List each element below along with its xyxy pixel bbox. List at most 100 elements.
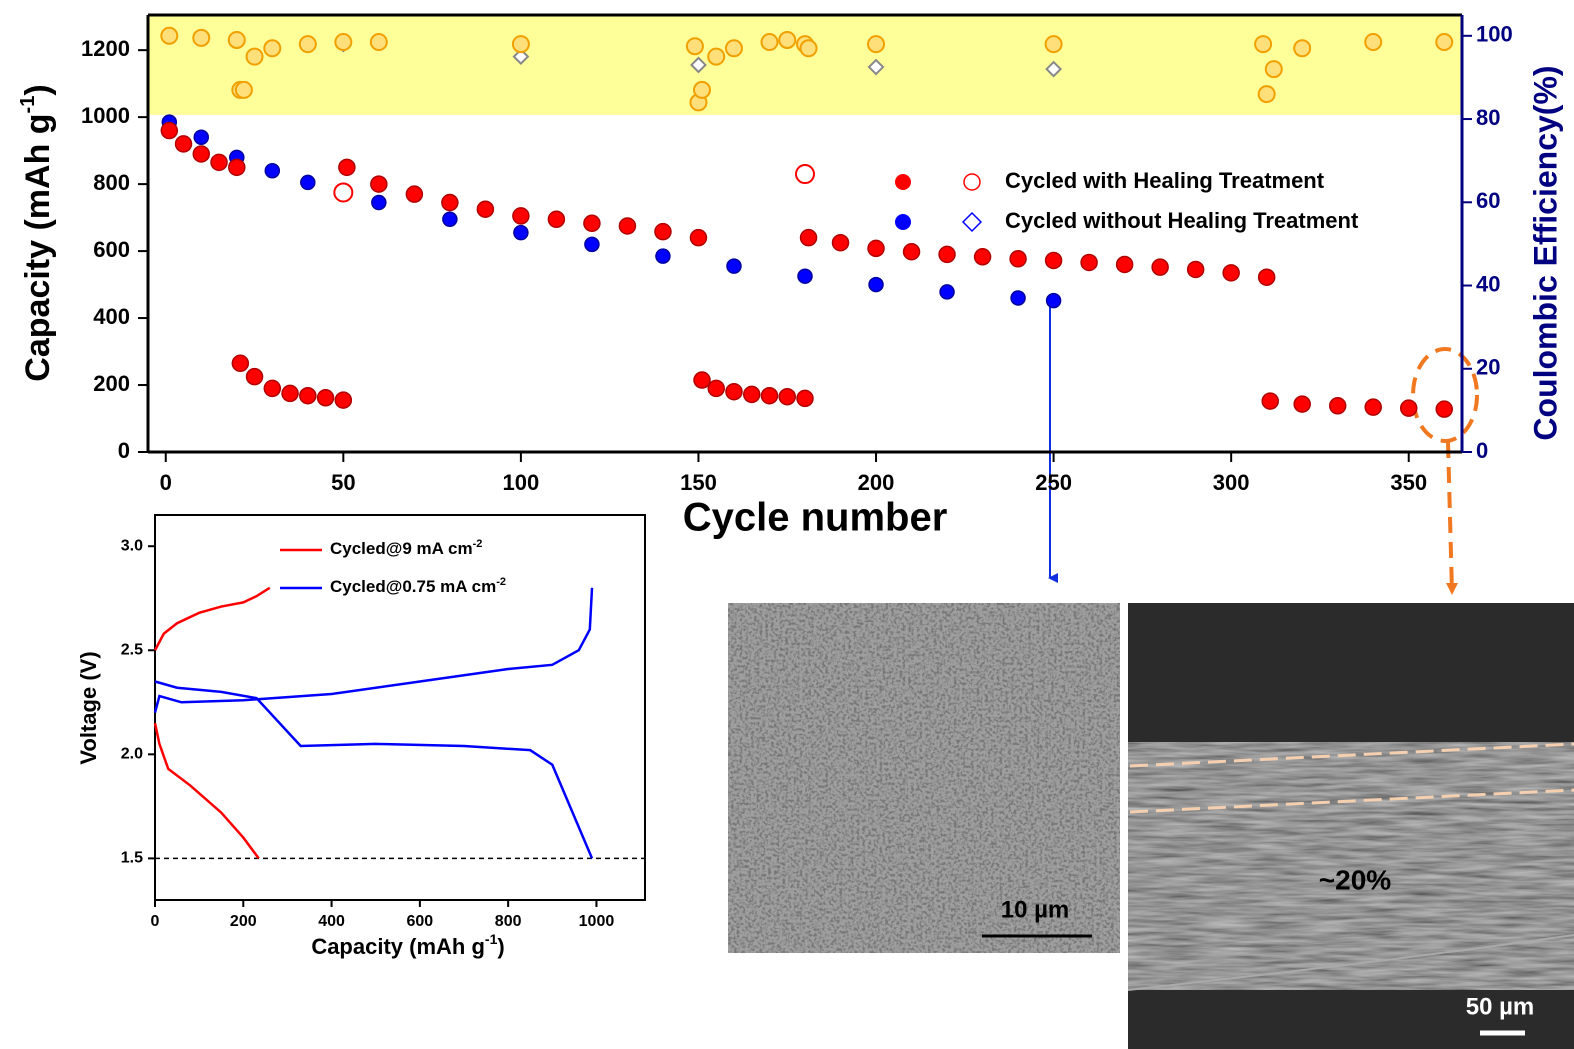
y-tick-label: 600 <box>93 237 130 262</box>
label-sup: -1 <box>17 96 39 114</box>
y-axis-title: Capacity (mAh g-1) <box>17 84 57 381</box>
ce-marker <box>1294 40 1310 56</box>
ce-marker <box>708 49 724 65</box>
capacity-marker <box>335 392 351 408</box>
open-marker <box>796 165 814 183</box>
y2-tick-label: 40 <box>1476 271 1500 296</box>
plot-frame <box>155 515 645 900</box>
ce-marker <box>779 32 795 48</box>
legend-marker <box>964 174 980 190</box>
inset-chart: 020040060080010001.52.02.53.0Cycled@9 mA… <box>121 515 645 930</box>
y-tick-label: 400 <box>93 304 130 329</box>
y-tick-label: 3.0 <box>121 537 143 554</box>
capacity-marker <box>727 259 741 273</box>
legend-label: Cycled@0.75 mA cm-2 <box>330 576 506 597</box>
capacity-marker <box>300 388 316 404</box>
capacity-marker <box>406 186 422 202</box>
y2-tick-label: 60 <box>1476 188 1500 213</box>
y2-tick-label: 80 <box>1476 105 1500 130</box>
capacity-marker <box>442 195 458 211</box>
y2-tick-label: 0 <box>1476 438 1488 463</box>
ce-marker <box>264 40 280 56</box>
annotation: ~20% <box>1319 864 1391 895</box>
figure: 10 µm ~20% 50 µm Capacity (mAh g-1) Coul… <box>0 0 1574 1049</box>
ce-marker <box>868 36 884 52</box>
capacity-marker <box>869 278 883 292</box>
capacity-marker <box>301 175 315 189</box>
x-tick-label: 1000 <box>579 913 615 930</box>
highlight-circle <box>1413 349 1477 441</box>
x-axis-title: Capacity (mAh g-1) <box>311 931 504 959</box>
capacity-marker <box>318 390 334 406</box>
x-tick-label: 600 <box>407 913 434 930</box>
capacity-marker <box>232 355 248 371</box>
y-tick-label: 2.5 <box>121 641 143 658</box>
y2-tick-label: 20 <box>1476 355 1500 380</box>
label-text: Capacity (mAh g <box>19 113 57 381</box>
x-tick-label: 250 <box>1035 470 1072 495</box>
ce-marker <box>513 36 529 52</box>
y-tick-label: 200 <box>93 371 130 396</box>
capacity-marker <box>1223 265 1239 281</box>
capacity-marker <box>801 230 817 246</box>
y-tick-label: 1200 <box>81 36 130 61</box>
capacity-marker <box>940 285 954 299</box>
capacity-marker <box>1330 398 1346 414</box>
capacity-marker <box>1117 256 1133 272</box>
capacity-marker <box>904 244 920 260</box>
capacity-marker <box>1365 399 1381 415</box>
capacity-marker <box>443 212 457 226</box>
y2-axis-title: Coulombic Efficiency(%) <box>1527 65 1563 440</box>
capacity-marker <box>161 123 177 139</box>
capacity-marker <box>514 226 528 240</box>
capacity-marker <box>1011 291 1025 305</box>
label-text: Capacity (mAh g <box>311 934 485 959</box>
y-tick-label: 800 <box>93 170 130 195</box>
capacity-marker <box>797 390 813 406</box>
capacity-marker <box>176 136 192 152</box>
label-text: ) <box>19 84 57 95</box>
capacity-marker <box>726 384 742 400</box>
capacity-marker <box>833 235 849 251</box>
voltage-curve <box>155 588 270 650</box>
ce-marker <box>1046 36 1062 52</box>
capacity-marker <box>265 164 279 178</box>
capacity-marker <box>779 389 795 405</box>
legend-label: Cycled without Healing Treatment <box>1005 208 1359 233</box>
capacity-marker <box>694 372 710 388</box>
capacity-marker <box>655 224 671 240</box>
capacity-marker <box>1081 254 1097 270</box>
capacity-marker <box>1152 259 1168 275</box>
capacity-marker <box>372 196 386 210</box>
capacity-marker <box>585 237 599 251</box>
capacity-marker <box>247 369 263 385</box>
capacity-marker <box>1010 251 1026 267</box>
scale-label: 50 µm <box>1466 993 1535 1020</box>
ce-marker <box>193 30 209 46</box>
capacity-marker <box>656 249 670 263</box>
y2-tick-label: 100 <box>1476 22 1513 47</box>
capacity-marker <box>1436 401 1452 417</box>
y-tick-label: 1000 <box>81 103 130 128</box>
x-tick-label: 100 <box>503 470 540 495</box>
ce-marker <box>1259 86 1275 102</box>
legend-marker <box>895 214 911 230</box>
ce-marker <box>694 82 710 98</box>
x-tick-label: 200 <box>858 470 895 495</box>
voltage-curve <box>155 723 259 858</box>
label-text: Cycled@9 mA cm <box>330 539 473 558</box>
legend-label: Cycled with Healing Treatment <box>1005 168 1325 193</box>
capacity-marker <box>194 130 208 144</box>
label-text: ) <box>497 934 504 959</box>
capacity-marker <box>1188 261 1204 277</box>
y-tick-label: 2.0 <box>121 746 143 763</box>
capacity-marker <box>1401 400 1417 416</box>
capacity-marker <box>1047 294 1061 308</box>
open-marker <box>334 183 352 201</box>
ce-marker <box>761 34 777 50</box>
capacity-marker <box>229 159 245 175</box>
capacity-marker <box>868 240 884 256</box>
x-tick-label: 50 <box>331 470 355 495</box>
capacity-marker <box>371 176 387 192</box>
x-tick-label: 350 <box>1390 470 1427 495</box>
